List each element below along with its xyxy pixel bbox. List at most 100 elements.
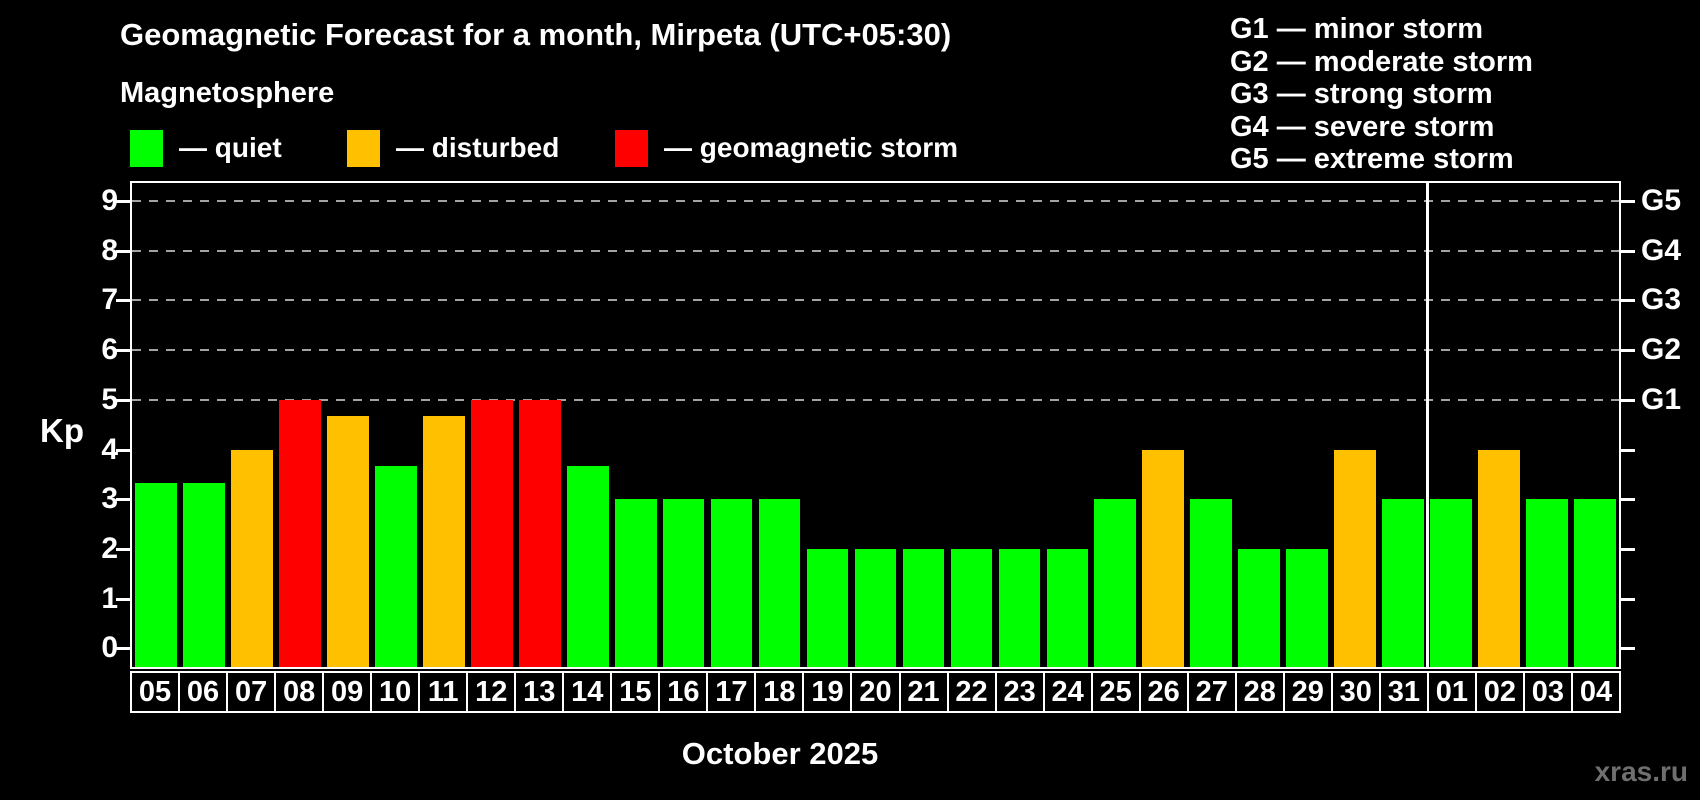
right-tick-kp1 (1621, 597, 1635, 601)
chart-title: Geomagnetic Forecast for a month, Mirpet… (120, 17, 952, 52)
kp-bar-day-17 (710, 499, 753, 667)
quiet-color-swatch (130, 129, 163, 167)
y-axis-label-4: 4 (101, 432, 118, 466)
date-cell-29: 29 (1282, 673, 1331, 711)
date-cell-27: 27 (1186, 673, 1235, 711)
y-axis-label-5: 5 (101, 382, 118, 416)
legend-item-quiet: — quiet (130, 129, 282, 167)
date-cell-23: 23 (994, 673, 1043, 711)
kp-bar-day-05 (135, 482, 177, 667)
gridline-kp6 (132, 349, 1619, 352)
date-cell-20: 20 (850, 673, 899, 711)
storm-scale-g5: G5 — extreme storm (1230, 143, 1514, 175)
gridline-kp8 (132, 249, 1619, 252)
gridline-kp7 (132, 299, 1619, 302)
y-axis-label-7: 7 (101, 283, 118, 317)
right-tick-kp0 (1621, 647, 1635, 651)
right-tick-kp2 (1621, 547, 1635, 551)
kp-bar-day-12 (470, 399, 513, 667)
y-axis-label-3: 3 (101, 482, 118, 516)
left-tick-kp0 (116, 647, 130, 651)
right-tick-kp7 (1621, 299, 1635, 303)
storm-scale-g4: G4 — severe storm (1230, 110, 1495, 143)
date-cell-17: 17 (706, 673, 755, 711)
kp-bar-day-08 (279, 399, 321, 667)
kp-bar-day-14 (566, 465, 609, 667)
legend-label-quiet: — quiet (179, 132, 282, 163)
date-cell-30: 30 (1330, 673, 1379, 711)
right-tick-kp8 (1621, 249, 1635, 253)
left-tick-kp7 (116, 299, 130, 303)
legend-label-disturbed: — disturbed (396, 132, 560, 163)
kp-bar-day-02 (1478, 449, 1520, 667)
kp-bar-day-07 (231, 449, 273, 667)
date-cell-19: 19 (802, 673, 851, 711)
date-cell-31: 31 (1378, 673, 1427, 711)
g-axis-label-g3: G3 (1641, 283, 1682, 317)
storm-scale-g2: G2 — moderate storm (1230, 45, 1533, 78)
date-cell-26: 26 (1138, 673, 1187, 711)
date-cell-22: 22 (946, 673, 995, 711)
y-axis-label-0: 0 (101, 631, 118, 665)
date-cell-09: 09 (322, 673, 371, 711)
y-axis-label-8: 8 (101, 233, 118, 267)
disturbed-color-swatch (347, 129, 380, 167)
kp-bar-day-24 (1046, 548, 1089, 667)
legend-item-disturbed: — disturbed (347, 129, 559, 167)
left-tick-kp2 (116, 547, 130, 551)
kp-bar-day-04 (1574, 499, 1616, 667)
kp-bar-day-16 (662, 499, 705, 667)
date-cell-16: 16 (658, 673, 707, 711)
date-cell-10: 10 (370, 673, 419, 711)
right-tick-kp3 (1621, 498, 1635, 502)
kp-bar-day-15 (614, 499, 657, 667)
month-divider-line (1425, 183, 1429, 667)
kp-bar-day-31 (1382, 499, 1424, 667)
kp-bar-day-01 (1430, 499, 1472, 667)
right-tick-kp9 (1621, 200, 1635, 203)
y-axis-label-6: 6 (101, 333, 118, 367)
kp-bar-day-11 (422, 416, 465, 667)
date-cell-04: 04 (1570, 673, 1619, 711)
right-tick-kp4 (1621, 448, 1635, 452)
right-tick-kp5 (1621, 398, 1635, 402)
storm-color-swatch (615, 129, 648, 167)
date-cell-07: 07 (226, 673, 275, 711)
date-cell-24: 24 (1042, 673, 1091, 711)
date-cell-15: 15 (610, 673, 659, 711)
y-axis-label-1: 1 (101, 581, 118, 615)
gridline-kp5 (132, 398, 1619, 401)
kp-bar-day-13 (518, 399, 561, 667)
g-axis-label-g1: G1 (1641, 382, 1682, 416)
kp-bar-day-20 (854, 548, 897, 667)
y-axis-title: Kp (40, 412, 84, 449)
kp-bar-day-29 (1286, 548, 1329, 667)
kp-bar-day-27 (1190, 499, 1233, 667)
legend-item-storm: — geomagnetic storm (615, 129, 958, 167)
kp-bar-day-18 (758, 499, 801, 667)
left-tick-kp4 (116, 448, 130, 452)
g-axis-label-g4: G4 (1641, 233, 1682, 267)
date-cell-03: 03 (1522, 673, 1571, 711)
kp-bar-day-09 (326, 416, 369, 667)
x-axis-date-row: 05 06 07 08 09 10 11 12 13 14 15 16 17 18 19 20 21 22 23 24… (130, 671, 1621, 713)
storm-scale-legend: G1 — minor storm G2 — moderate storm G3 … (1230, 13, 1533, 176)
kp-bar-day-25 (1094, 499, 1137, 667)
plot-inner (132, 183, 1619, 667)
kp-bar-day-30 (1334, 449, 1377, 667)
date-cell-13: 13 (514, 673, 563, 711)
left-tick-kp6 (116, 349, 130, 353)
date-cell-21: 21 (898, 673, 947, 711)
date-cell-14: 14 (562, 673, 611, 711)
y-axis-label-9: 9 (101, 184, 118, 217)
left-tick-kp8 (116, 249, 130, 253)
date-cell-28: 28 (1234, 673, 1283, 711)
date-cell-25: 25 (1090, 673, 1139, 711)
watermark: xras.ru (1594, 756, 1688, 787)
left-tick-kp3 (116, 498, 130, 502)
gridline-kp9 (132, 200, 1619, 202)
g-axis-label-g2: G2 (1641, 333, 1682, 367)
left-tick-kp9 (116, 200, 130, 203)
date-cell-08: 08 (274, 673, 323, 711)
